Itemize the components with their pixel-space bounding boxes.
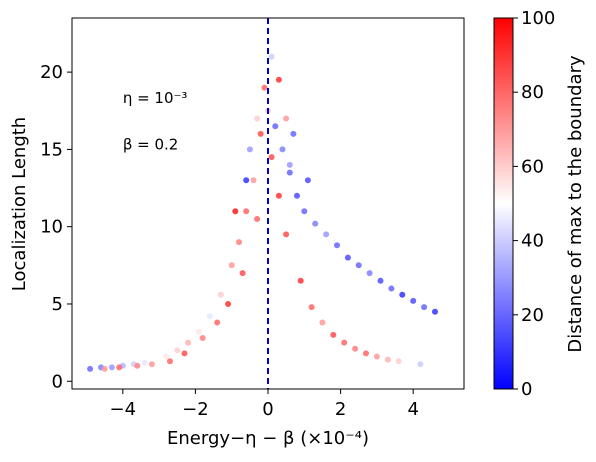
scatter-point: [243, 177, 250, 184]
scatter-point: [214, 319, 221, 326]
scatter-point: [406, 359, 413, 366]
y-axis-ticks: 0 5 10 15 20: [40, 62, 72, 392]
scatter-point: [283, 231, 290, 238]
scatter-point: [174, 347, 181, 354]
scatter-point: [141, 359, 148, 366]
scatter-point: [286, 169, 293, 176]
scatter-point: [185, 339, 192, 346]
scatter-point: [268, 154, 275, 161]
scatter-point: [301, 208, 308, 215]
colorbar-tick-label: 0: [521, 379, 532, 400]
scatter-point: [236, 239, 242, 246]
scatter-point: [275, 76, 282, 83]
scatter-point: [272, 100, 279, 106]
scatter-point: [294, 192, 300, 199]
scatter-point: [323, 231, 330, 238]
x-tick-label: 4: [407, 399, 418, 420]
scatter-point: [217, 291, 224, 298]
scatter-point: [257, 130, 264, 137]
x-tick-label: 2: [335, 399, 346, 420]
scatter-point: [373, 353, 380, 360]
scatter-point: [254, 115, 261, 122]
scatter-point: [232, 208, 239, 215]
scatter-point: [199, 335, 206, 341]
scatter-point: [432, 308, 438, 315]
scatter-point: [254, 216, 261, 222]
scatter-point: [257, 138, 264, 145]
scatter-point: [134, 362, 141, 369]
scatter-point: [388, 285, 395, 292]
colorbar: [493, 17, 514, 390]
scatter-point: [283, 115, 290, 122]
scatter-point: [410, 297, 417, 304]
annotation-beta: β = 0.2: [123, 135, 179, 153]
scatter-point: [319, 319, 326, 326]
scatter-point: [250, 177, 257, 184]
scatter-point: [363, 350, 369, 357]
scatter-point: [196, 328, 202, 335]
y-tick-label: 5: [52, 294, 63, 315]
scatter-point: [286, 161, 293, 168]
y-tick-label: 20: [40, 62, 63, 83]
scatter-point: [395, 358, 402, 365]
scatter-point: [352, 345, 359, 352]
scatter-point: [417, 361, 424, 368]
scatter-point: [308, 304, 315, 311]
y-tick-label: 15: [40, 139, 63, 160]
x-tick-label: −2: [182, 399, 209, 420]
scatter-point: [421, 304, 428, 311]
scatter-point: [290, 130, 297, 137]
scatter-point: [152, 356, 159, 363]
scatter-point: [228, 262, 235, 269]
scatter-points: [87, 53, 438, 372]
scatter-point: [181, 350, 188, 357]
x-axis-ticks: −4 −2 0 2 4: [110, 389, 419, 420]
scatter-point: [330, 331, 337, 338]
scatter-point: [334, 242, 340, 249]
scatter-point: [377, 277, 384, 284]
scatter-point: [279, 146, 286, 153]
y-tick-label: 10: [40, 217, 63, 238]
scatter-point: [366, 270, 373, 277]
scatter-point: [297, 277, 304, 284]
scatter-point: [246, 146, 253, 153]
colorbar-ticks: 0 20 40 60 80 100: [513, 8, 555, 400]
scatter-point: [163, 353, 170, 360]
colorbar-tick-label: 40: [521, 231, 544, 252]
scatter-point: [101, 365, 108, 372]
colorbar-tick-label: 20: [521, 305, 544, 326]
scatter-point: [225, 301, 232, 307]
scatter-point: [341, 339, 348, 346]
x-tick-label: −4: [110, 399, 137, 420]
colorbar-tick-label: 80: [521, 82, 544, 103]
scatter-point: [304, 177, 311, 184]
scatter-point: [243, 208, 250, 215]
scatter-point: [206, 313, 213, 320]
scatter-point: [268, 53, 275, 60]
x-axis-label: Energy−η − β (×10⁻⁴): [167, 428, 369, 449]
scatter-point: [87, 365, 94, 372]
scatter-point: [239, 270, 246, 277]
scatter-point: [148, 361, 155, 368]
y-axis-label: Localization Length: [9, 117, 30, 291]
scatter-point: [108, 364, 115, 371]
scatter-point: [399, 291, 406, 298]
annotation-eta: η = 10⁻³: [123, 89, 188, 107]
scatter-point: [275, 192, 282, 199]
y-tick-label: 0: [52, 371, 63, 392]
x-tick-label: 0: [262, 399, 273, 420]
scatter-point: [355, 262, 362, 269]
colorbar-tick-label: 100: [521, 8, 555, 29]
colorbar-tick-label: 60: [521, 156, 544, 177]
scatter-point: [384, 356, 391, 363]
scatter-point: [116, 364, 123, 371]
colorbar-label: Distance of max to the boundary: [565, 55, 586, 353]
scatter-point: [344, 254, 351, 261]
scatter-point: [272, 123, 279, 130]
scatter-point: [261, 84, 268, 91]
scatter-point: [167, 358, 173, 365]
scatter-point: [312, 220, 319, 227]
